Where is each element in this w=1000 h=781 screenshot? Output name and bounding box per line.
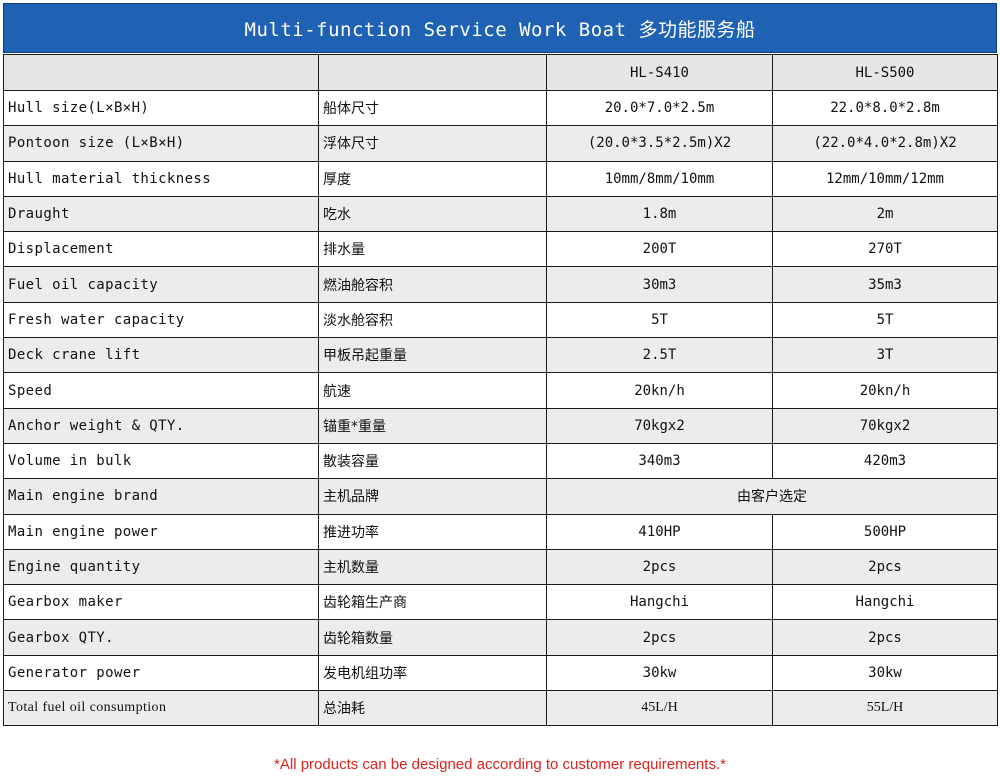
model-header-hl-s410: HL-S410 [546, 54, 773, 91]
spec-value-hl-s410: 30kw [546, 654, 773, 692]
spec-label-cn: 总油耗 [318, 690, 547, 727]
spec-value-hl-s410: 45L/H [546, 690, 773, 727]
spec-value-hl-s410: Hangchi [546, 584, 773, 621]
spec-value-hl-s410: 20kn/h [546, 372, 773, 409]
spec-label-cn: 主机品牌 [318, 478, 547, 515]
spec-value-hl-s500: 3T [772, 337, 998, 374]
table-row: Engine quantity 主机数量 2pcs 2pcs [3, 548, 998, 586]
table-header-row: HL-S410 HL-S500 [3, 54, 998, 91]
table-row: Gearbox QTY. 齿轮箱数量 2pcs 2pcs [3, 619, 998, 656]
spec-value-hl-s410: 1.8m [546, 195, 773, 233]
spec-value-hl-s500: 55L/H [772, 690, 998, 727]
spec-label-cn: 齿轮箱数量 [318, 619, 547, 656]
spec-value-hl-s500: 2pcs [772, 619, 998, 656]
spec-label-cn: 吃水 [318, 195, 547, 233]
spec-label-cn: 推进功率 [318, 513, 547, 550]
table-row: Speed 航速 20kn/h 20kn/h [3, 372, 998, 409]
table-row: Volume in bulk 散装容量 340m3 420m3 [3, 442, 998, 480]
spec-label-en: Total fuel oil consumption [3, 690, 319, 727]
spec-value-hl-s410: (20.0*3.5*2.5m)X2 [546, 125, 773, 162]
spec-value-hl-s410: 2pcs [546, 619, 773, 656]
table-row: Main engine brand 主机品牌 由客户选定 [3, 478, 998, 515]
spec-label-en: Hull size(L×B×H) [3, 89, 319, 127]
spec-label-en: Deck crane lift [3, 337, 319, 374]
spec-value-hl-s410: 200T [546, 231, 773, 268]
spec-label-cn: 主机数量 [318, 548, 547, 586]
spec-value-hl-s410: 2pcs [546, 548, 773, 586]
spec-label-cn: 发电机组功率 [318, 654, 547, 692]
spec-label-cn: 浮体尺寸 [318, 125, 547, 162]
spec-label-cn: 燃油舱容积 [318, 266, 547, 303]
spec-value-hl-s410: 5T [546, 301, 773, 339]
table-row: Total fuel oil consumption 总油耗 45L/H 55L/H [3, 690, 998, 727]
spec-value-hl-s500: 500HP [772, 513, 998, 550]
model-header-hl-s500: HL-S500 [772, 54, 998, 91]
spec-value-hl-s500: 420m3 [772, 442, 998, 480]
spec-value-hl-s410: 410HP [546, 513, 773, 550]
table-row: Hull material thickness 厚度 10mm/8mm/10mm 12… [3, 160, 998, 197]
spec-value-hl-s410: 2.5T [546, 337, 773, 374]
spec-label-cn: 齿轮箱生产商 [318, 584, 547, 621]
spec-value-hl-s410: 20.0*7.0*2.5m [546, 89, 773, 127]
spec-value-hl-s500: 30kw [772, 654, 998, 692]
spec-label-cn: 锚重*重量 [318, 407, 547, 444]
spec-value-hl-s500: (22.0*4.0*2.8m)X2 [772, 125, 998, 162]
spec-label-en: Main engine power [3, 513, 319, 550]
spec-label-cn: 散装容量 [318, 442, 547, 480]
spec-value-hl-s410: 70kgx2 [546, 407, 773, 444]
spec-value-hl-s500: 12mm/10mm/12mm [772, 160, 998, 197]
spec-label-en: Speed [3, 372, 319, 409]
table-row: Displacement 排水量 200T 270T [3, 231, 998, 268]
table-row: Draught 吃水 1.8m 2m [3, 195, 998, 233]
table-row: Gearbox maker 齿轮箱生产商 Hangchi Hangchi [3, 584, 998, 621]
spec-label-cn: 甲板吊起重量 [318, 337, 547, 374]
spec-value-merged: 由客户选定 [546, 478, 998, 515]
spec-value-hl-s500: 5T [772, 301, 998, 339]
spec-label-cn: 厚度 [318, 160, 547, 197]
spec-value-hl-s500: 20kn/h [772, 372, 998, 409]
spec-label-en: Draught [3, 195, 319, 233]
spec-value-hl-s410: 340m3 [546, 442, 773, 480]
spec-label-en: Gearbox maker [3, 584, 319, 621]
spec-label-en: Gearbox QTY. [3, 619, 319, 656]
spec-label-en: Generator power [3, 654, 319, 692]
spec-label-en: Volume in bulk [3, 442, 319, 480]
header-empty-cell [3, 54, 319, 91]
spec-value-hl-s410: 30m3 [546, 266, 773, 303]
spec-label-en: Fresh water capacity [3, 301, 319, 339]
spec-label-en: Engine quantity [3, 548, 319, 586]
spec-value-hl-s500: 35m3 [772, 266, 998, 303]
spec-value-hl-s500: 70kgx2 [772, 407, 998, 444]
table-row: Main engine power 推进功率 410HP 500HP [3, 513, 998, 550]
table-row: Pontoon size (L×B×H) 浮体尺寸 (20.0*3.5*2.5m)X… [3, 125, 998, 162]
spec-label-en: Anchor weight & QTY. [3, 407, 319, 444]
header-empty-cell [318, 54, 547, 91]
spec-label-cn: 排水量 [318, 231, 547, 268]
table-row: Generator power 发电机组功率 30kw 30kw [3, 654, 998, 692]
spec-value-hl-s500: Hangchi [772, 584, 998, 621]
spec-label-en: Fuel oil capacity [3, 266, 319, 303]
spec-label-cn: 航速 [318, 372, 547, 409]
spec-label-en: Displacement [3, 231, 319, 268]
spec-label-en: Pontoon size (L×B×H) [3, 125, 319, 162]
spec-label-en: Hull material thickness [3, 160, 319, 197]
spec-value-hl-s500: 270T [772, 231, 998, 268]
spec-label-cn: 淡水舱容积 [318, 301, 547, 339]
spec-value-hl-s410: 10mm/8mm/10mm [546, 160, 773, 197]
table-row: Deck crane lift 甲板吊起重量 2.5T 3T [3, 337, 998, 374]
spec-table: HL-S410 HL-S500 Hull size(L×B×H) 船体尺寸 20.0… [3, 54, 998, 727]
spec-value-hl-s500: 2m [772, 195, 998, 233]
table-row: Hull size(L×B×H) 船体尺寸 20.0*7.0*2.5m 22.0*8.… [3, 89, 998, 127]
spec-value-hl-s500: 2pcs [772, 548, 998, 586]
page-title: Multi-function Service Work Boat 多功能服务船 [3, 3, 997, 53]
footnote: *All products can be designed according … [274, 756, 726, 773]
spec-label-cn: 船体尺寸 [318, 89, 547, 127]
table-row: Fresh water capacity 淡水舱容积 5T 5T [3, 301, 998, 339]
spec-value-hl-s500: 22.0*8.0*2.8m [772, 89, 998, 127]
table-row: Anchor weight & QTY. 锚重*重量 70kgx2 70kgx2 [3, 407, 998, 444]
spec-label-en: Main engine brand [3, 478, 319, 515]
table-row: Fuel oil capacity 燃油舱容积 30m3 35m3 [3, 266, 998, 303]
